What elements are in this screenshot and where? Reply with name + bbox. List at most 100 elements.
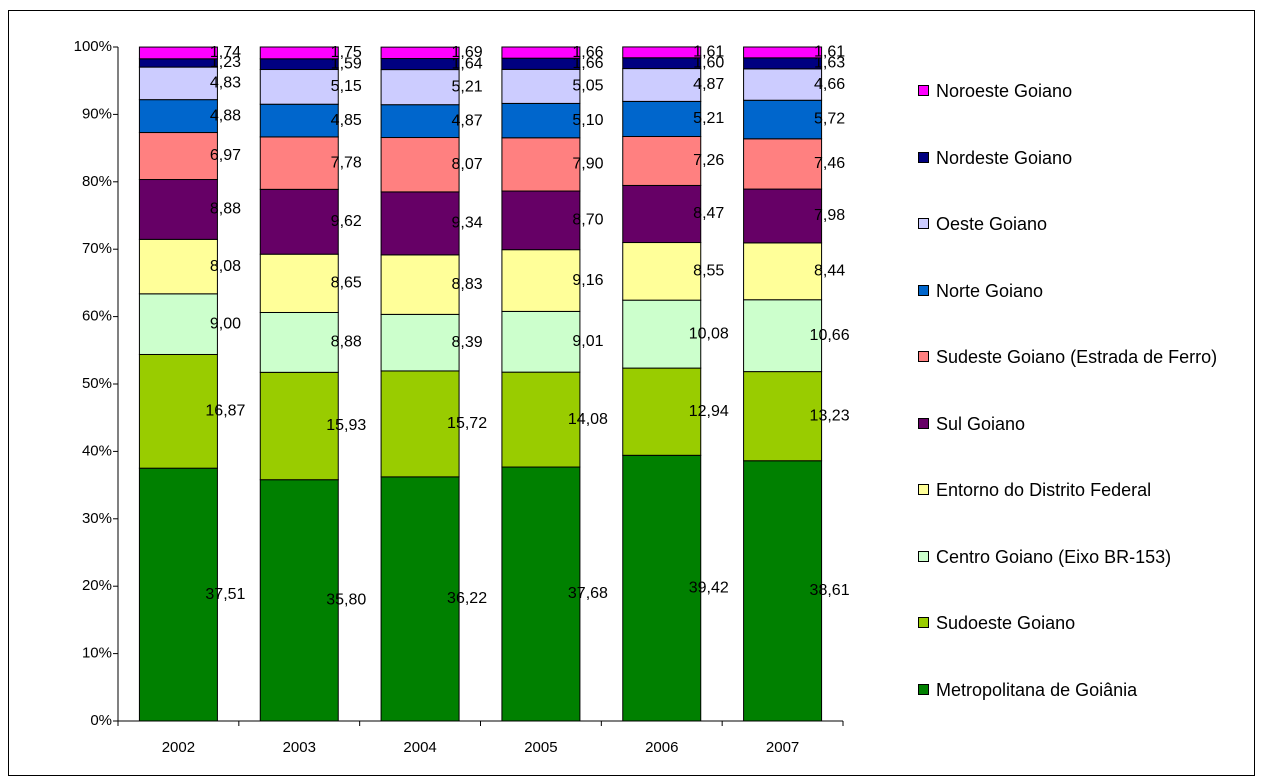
data-label: 8,65 [331, 275, 362, 292]
data-label: 1,63 [814, 55, 845, 72]
data-label: 10,66 [810, 327, 850, 344]
data-label: 8,88 [210, 201, 241, 218]
x-tick-label: 2007 [766, 739, 799, 756]
data-label: 12,94 [689, 403, 729, 420]
bar-segment [743, 188, 823, 244]
y-tick-label: 80% [82, 173, 112, 190]
y-tick-label: 30% [82, 510, 112, 527]
data-label: 7,78 [331, 154, 362, 171]
legend-swatch [918, 85, 929, 96]
bar-segment [501, 68, 581, 104]
bar-segment [259, 58, 339, 71]
bar-segment [622, 57, 702, 70]
data-label: 4,85 [331, 112, 362, 129]
data-label: 8,07 [452, 156, 483, 173]
y-tick-label: 10% [82, 645, 112, 662]
bar-segment [501, 46, 581, 59]
legend-label: Sul Goiano [936, 413, 1026, 434]
data-label: 9,34 [452, 215, 483, 232]
bar-segment [622, 299, 702, 369]
legend-label: Oeste Goiano [936, 214, 1048, 234]
legend-entry: Sudeste Goiano (Estrada de Ferro) [918, 345, 1238, 370]
legend-swatch [918, 484, 929, 495]
legend-label: Entorno do Distrito Federal [936, 480, 1152, 500]
x-tick-label: 2006 [645, 739, 678, 756]
data-label: 5,15 [331, 78, 362, 95]
bar-segment [380, 58, 460, 71]
data-label: 8,55 [693, 263, 724, 280]
data-label: 37,68 [568, 585, 608, 602]
bar-segment [743, 371, 823, 462]
data-label: 5,10 [572, 112, 603, 129]
legend-entry: Oeste Goiano [918, 212, 1238, 237]
bar-segment [743, 68, 823, 101]
data-label: 9,00 [210, 315, 241, 332]
y-tick-label: 50% [82, 375, 112, 392]
bar-segment [380, 104, 460, 139]
bar-segment [380, 137, 460, 193]
data-label: 5,21 [452, 78, 483, 95]
bar-segment [743, 299, 823, 373]
legend-swatch [918, 284, 929, 296]
y-tick-label: 70% [82, 240, 112, 257]
bar-segment [138, 132, 218, 181]
bar-segment [138, 46, 218, 60]
bar-segment [259, 103, 339, 138]
data-label: 6,97 [210, 147, 241, 164]
data-label: 8,44 [814, 263, 845, 280]
data-label: 4,87 [693, 76, 724, 93]
data-label: 35,80 [326, 592, 366, 609]
data-label: 9,01 [572, 333, 603, 350]
legend-entry: Nordeste Goiano [918, 146, 1238, 171]
chart-frame [8, 10, 1255, 776]
y-tick-label: 90% [82, 105, 112, 122]
data-label: 36,22 [447, 590, 487, 607]
legend-swatch [918, 151, 929, 163]
bar-segment [138, 58, 218, 68]
bar-segment [501, 137, 581, 192]
data-label: 1,66 [572, 44, 603, 61]
bar-segment [380, 313, 460, 372]
legend-swatch [918, 417, 929, 429]
legend-entry: Centro Goiano (Eixo BR-153) [918, 545, 1238, 570]
bar-segment [501, 371, 581, 468]
bar-segment [259, 69, 339, 105]
y-tick-label: 40% [82, 442, 112, 459]
legend-entry: Norte Goiano [918, 279, 1238, 304]
bar-segment [259, 136, 339, 190]
bar-segment [138, 467, 218, 722]
bar-segment [622, 46, 702, 59]
data-label: 4,87 [452, 112, 483, 129]
data-label: 7,98 [814, 207, 845, 224]
bar-segment [380, 46, 460, 60]
bar-segment [622, 454, 702, 722]
bar-segment [743, 138, 823, 190]
data-label: 1,74 [210, 44, 241, 61]
data-label: 1,75 [331, 44, 362, 61]
data-label: 5,21 [693, 110, 724, 127]
bar-segment [380, 370, 460, 478]
legend-label: Nordeste Goiano [936, 147, 1073, 168]
legend-swatch [918, 683, 929, 695]
data-label: 9,16 [572, 272, 603, 289]
bar-segment [501, 190, 581, 251]
data-label: 4,66 [814, 76, 845, 93]
legend-swatch [918, 550, 929, 562]
data-label: 1,61 [814, 44, 845, 61]
data-label: 37,51 [205, 586, 245, 603]
bar-segment [138, 353, 218, 469]
bar-segment [380, 69, 460, 106]
data-label: 1,64 [452, 55, 483, 72]
legend-label: Centro Goiano (Eixo BR-153) [936, 546, 1172, 567]
legend-swatch [918, 351, 929, 362]
legend-label: Sudeste Goiano (Estrada de Ferro) [936, 347, 1218, 367]
bar-segment [138, 238, 218, 295]
data-label: 15,93 [326, 417, 366, 434]
bar-segment [622, 184, 702, 244]
data-label: 4,83 [210, 75, 241, 92]
bar-segment [743, 460, 823, 722]
bar-segment [622, 242, 702, 301]
bar-segment [380, 254, 460, 315]
